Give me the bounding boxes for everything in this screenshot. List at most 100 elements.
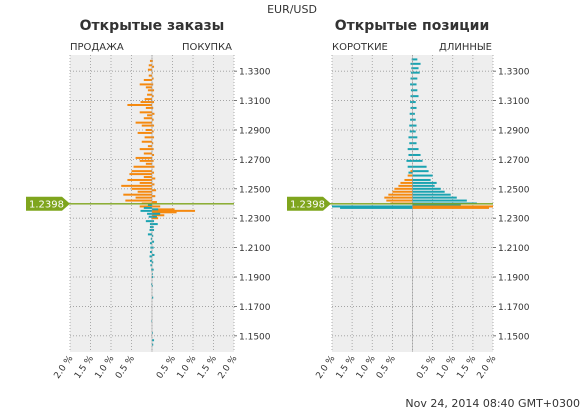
bar xyxy=(149,59,152,62)
current-price-marker xyxy=(287,196,331,211)
bar xyxy=(412,62,421,65)
bar xyxy=(121,184,152,187)
bar xyxy=(410,89,413,92)
bar xyxy=(152,211,177,214)
bar xyxy=(152,253,155,256)
bar xyxy=(152,159,154,162)
positions-short-label: КОРОТКИЕ xyxy=(332,42,388,53)
bar xyxy=(152,136,155,139)
bar xyxy=(409,124,413,127)
bar xyxy=(144,98,152,101)
bar xyxy=(412,148,419,151)
bar xyxy=(407,174,413,177)
bar xyxy=(137,190,152,193)
bar xyxy=(152,171,155,174)
bar xyxy=(388,193,413,196)
positions-long-label: ДЛИННЫЕ xyxy=(439,42,492,53)
bar xyxy=(412,184,435,187)
bar xyxy=(147,212,152,215)
bar xyxy=(139,148,152,151)
bar xyxy=(152,112,155,115)
bar xyxy=(131,170,152,173)
bar xyxy=(143,176,152,179)
bar xyxy=(152,261,154,264)
bar xyxy=(151,283,152,286)
bar xyxy=(410,170,413,173)
bar xyxy=(411,58,413,61)
bar xyxy=(149,255,152,258)
y-tick-label: 1.3300 xyxy=(498,68,530,78)
bar xyxy=(149,223,152,226)
bar xyxy=(409,112,413,115)
bar xyxy=(152,165,155,168)
y-tick-label: 1.2500 xyxy=(239,185,271,195)
bar xyxy=(127,178,152,181)
y-tick-label: 1.2500 xyxy=(498,185,530,195)
bar xyxy=(410,77,413,80)
bar xyxy=(139,181,152,184)
y-tick-label: 1.1500 xyxy=(498,332,530,342)
y-tick-label: 1.2300 xyxy=(498,215,530,225)
x-tick-label: 1.5 % xyxy=(335,354,358,381)
bar xyxy=(412,153,421,156)
bar xyxy=(147,68,152,71)
bar xyxy=(406,159,413,162)
bar xyxy=(152,273,153,276)
bar xyxy=(407,165,413,168)
bar xyxy=(407,148,413,151)
bar xyxy=(152,339,155,342)
bar xyxy=(152,208,175,211)
bar xyxy=(152,223,158,226)
x-tick-label: 1.0 % xyxy=(355,354,378,381)
bar xyxy=(412,178,431,181)
bar xyxy=(152,177,156,180)
bar xyxy=(412,77,418,80)
current-price-label: 1.2398 xyxy=(29,200,64,211)
x-tick-label: 0.5 % xyxy=(155,354,178,381)
bar xyxy=(152,331,153,334)
bar xyxy=(412,136,418,139)
bar xyxy=(412,142,417,145)
bar xyxy=(152,189,157,192)
bar xyxy=(332,205,413,208)
bar xyxy=(139,111,152,114)
bar xyxy=(123,193,152,196)
bar xyxy=(152,142,154,145)
bar xyxy=(139,159,152,162)
bar xyxy=(412,205,493,208)
bar xyxy=(412,118,416,121)
orders-sell-label: ПРОДАЖА xyxy=(70,42,124,53)
bar xyxy=(147,93,152,96)
bar xyxy=(412,106,417,109)
bar xyxy=(394,187,413,190)
bar xyxy=(392,190,413,193)
current-price-marker xyxy=(26,196,70,211)
current-price-label: 1.2398 xyxy=(290,200,325,211)
bar xyxy=(408,153,413,156)
bar xyxy=(152,214,165,217)
bar xyxy=(143,206,152,209)
bar xyxy=(145,128,152,131)
bar xyxy=(412,112,415,115)
bar xyxy=(137,131,152,134)
bar xyxy=(386,199,413,202)
bar xyxy=(412,95,419,98)
bar xyxy=(408,171,413,174)
bar xyxy=(412,71,420,74)
bar xyxy=(152,118,154,121)
bar xyxy=(152,209,196,212)
y-tick-label: 1.1700 xyxy=(498,303,530,313)
bar xyxy=(340,206,413,209)
bar xyxy=(412,174,433,177)
y-tick-label: 1.2700 xyxy=(498,156,530,166)
bar xyxy=(412,199,467,202)
bar xyxy=(150,237,152,240)
bar xyxy=(152,234,154,237)
x-tick-label: 1.0 % xyxy=(94,354,117,381)
bar xyxy=(384,196,413,199)
bar xyxy=(147,114,152,117)
y-tick-label: 1.1700 xyxy=(239,303,271,313)
y-tick-label: 1.3300 xyxy=(239,68,271,78)
bar xyxy=(412,190,445,193)
